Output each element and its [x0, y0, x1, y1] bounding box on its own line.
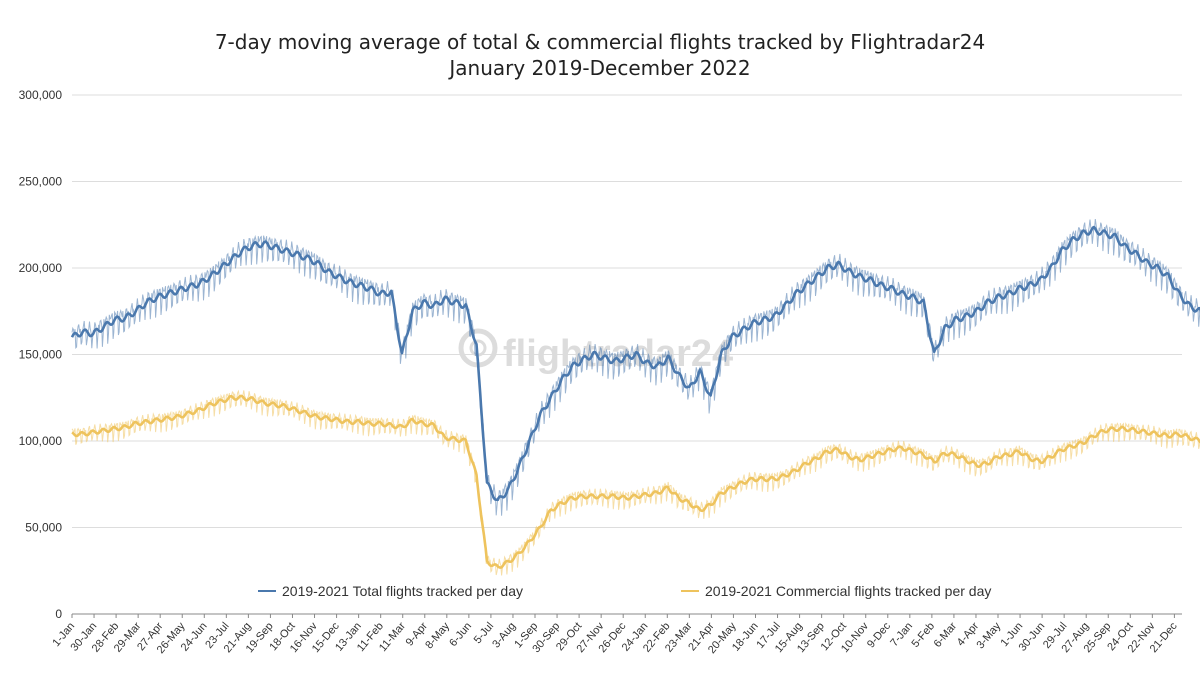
series: [70, 219, 1200, 576]
series-daily-line-1: [71, 389, 1200, 576]
x-tick-label: 9-Dec: [865, 620, 893, 651]
x-axis: [71, 613, 1182, 618]
chart-subtitle: January 2019-December 2022: [449, 56, 751, 80]
y-tick-label: 300,000: [19, 88, 63, 102]
legend-label-commercial: 2019-2021 Commercial flights tracked per…: [705, 583, 991, 599]
y-tick-label: 0: [55, 607, 62, 621]
x-tick-label: 5-Feb: [909, 620, 937, 650]
series-average-line-0: [70, 225, 1200, 502]
y-tick-label: 250,000: [19, 175, 63, 189]
y-tick-label: 50,000: [25, 521, 62, 535]
y-tick-label: 100,000: [19, 434, 63, 448]
x-axis-labels: 1-Jan30-Jan28-Feb29-Mar27-Apr26-May24-Ju…: [50, 620, 1180, 656]
gridlines: [72, 94, 1182, 528]
y-tick-label: 200,000: [19, 261, 63, 275]
x-tick-label: 6-Jun: [447, 620, 474, 649]
y-tick-label: 150,000: [19, 348, 63, 362]
chart-title: 7-day moving average of total & commerci…: [214, 30, 986, 54]
x-tick-label: 8-May: [423, 620, 452, 652]
x-tick-label: 3-Aug: [490, 620, 518, 650]
x-tick-label: 3-May: [974, 620, 1003, 652]
series-average-line-1: [71, 394, 1200, 569]
y-axis-labels: 0 50,000 100,000 150,000 200,000 250,000 300,0…: [19, 88, 63, 621]
x-tick-label: 6-Mar: [932, 620, 960, 650]
legend-label-total: 2019-2021 Total flights tracked per day: [282, 583, 523, 599]
legend: 2019-2021 Total flights tracked per day …: [258, 583, 991, 599]
